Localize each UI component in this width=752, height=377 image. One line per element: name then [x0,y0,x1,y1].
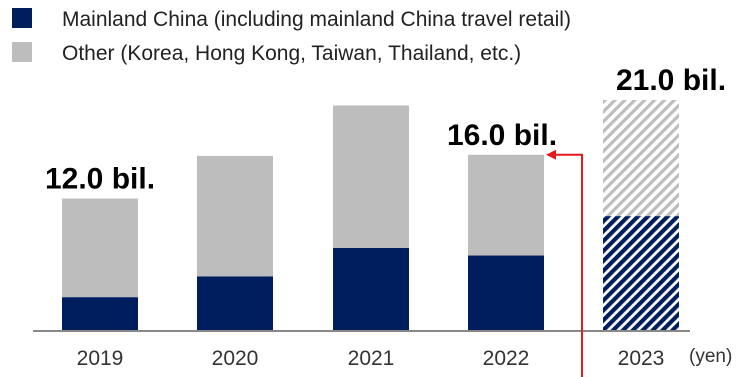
bar-2022-other [468,154,544,256]
bar-2021-mainland-china [333,247,409,330]
bars [62,100,679,330]
target-arrow [546,149,583,377]
tick-label-2023: 2023 [618,347,665,370]
target-label-2022: 16.0 bil. [447,119,557,152]
tick-label-2019: 2019 [77,347,124,370]
bar-2019-other [62,198,138,298]
legend-swatch-mainland-china [12,8,32,28]
legend: Mainland China (including mainland China… [12,8,571,65]
total-label-2023: 21.0 bil. [616,64,726,97]
total-label-2019: 12.0 bil. [45,163,155,196]
x-axis-ticks: 2019 2020 2021 2022 2023 [77,347,665,370]
tick-label-2020: 2020 [212,347,259,370]
bar-2022-mainland-china [468,255,544,330]
bar-2020-mainland-china [197,276,273,330]
annotations: 12.0 bil. 16.0 bil. 21.0 bil. [45,64,726,196]
tick-label-2022: 2022 [483,347,530,370]
bar-2023-mainland-china [603,216,679,330]
bar-2021-other [333,105,409,248]
legend-label-other: Other (Korea, Hong Kong, Taiwan, Thailan… [62,42,521,65]
bar-2019-mainland-china [62,297,138,330]
legend-label-mainland-china: Mainland China (including mainland China… [62,8,571,31]
legend-swatch-other [12,42,32,62]
bar-2020-other [197,155,273,277]
tick-label-2021: 2021 [348,347,395,370]
unit-label: (yen) [689,346,732,367]
bar-2023-other [603,100,679,217]
